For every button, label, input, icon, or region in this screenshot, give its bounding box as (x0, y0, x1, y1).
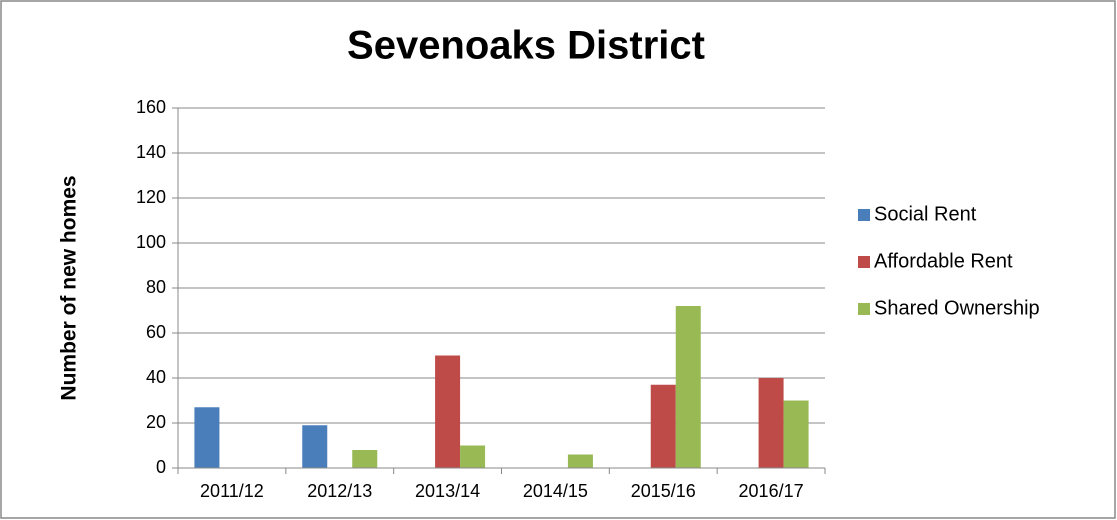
bar (675, 306, 701, 468)
y-tick-label: 120 (136, 187, 166, 207)
y-tick-label: 140 (136, 142, 166, 162)
x-tick-label: 2012/13 (307, 481, 372, 501)
bar (783, 400, 809, 468)
legend-swatch (858, 303, 870, 315)
legend-label: Affordable Rent (874, 250, 1013, 272)
bar (567, 454, 593, 468)
legend-label: Shared Ownership (874, 297, 1040, 319)
legend-swatch (858, 256, 870, 268)
y-tick-label: 0 (156, 457, 166, 477)
bar (194, 407, 220, 468)
bar (302, 425, 328, 468)
bar (758, 378, 784, 468)
y-tick-label: 80 (146, 277, 166, 297)
x-tick-label: 2015/16 (631, 481, 696, 501)
legend-swatch (858, 209, 870, 221)
bar (460, 445, 486, 468)
bar (352, 450, 378, 468)
x-tick-label: 2016/17 (739, 481, 804, 501)
x-tick-label: 2011/12 (200, 481, 264, 501)
bar (650, 384, 676, 468)
bar (435, 355, 461, 468)
legend-label: Social Rent (874, 203, 977, 225)
x-tick-label: 2014/15 (523, 481, 588, 501)
y-axis-label: Number of new homes (58, 175, 81, 400)
y-tick-label: 20 (146, 412, 166, 432)
y-tick-label: 60 (146, 322, 166, 342)
y-tick-label: 100 (136, 232, 166, 252)
y-tick-label: 160 (136, 97, 166, 117)
x-tick-label: 2013/14 (415, 481, 480, 501)
chart-title: Sevenoaks District (347, 24, 705, 68)
y-tick-label: 40 (146, 367, 166, 387)
